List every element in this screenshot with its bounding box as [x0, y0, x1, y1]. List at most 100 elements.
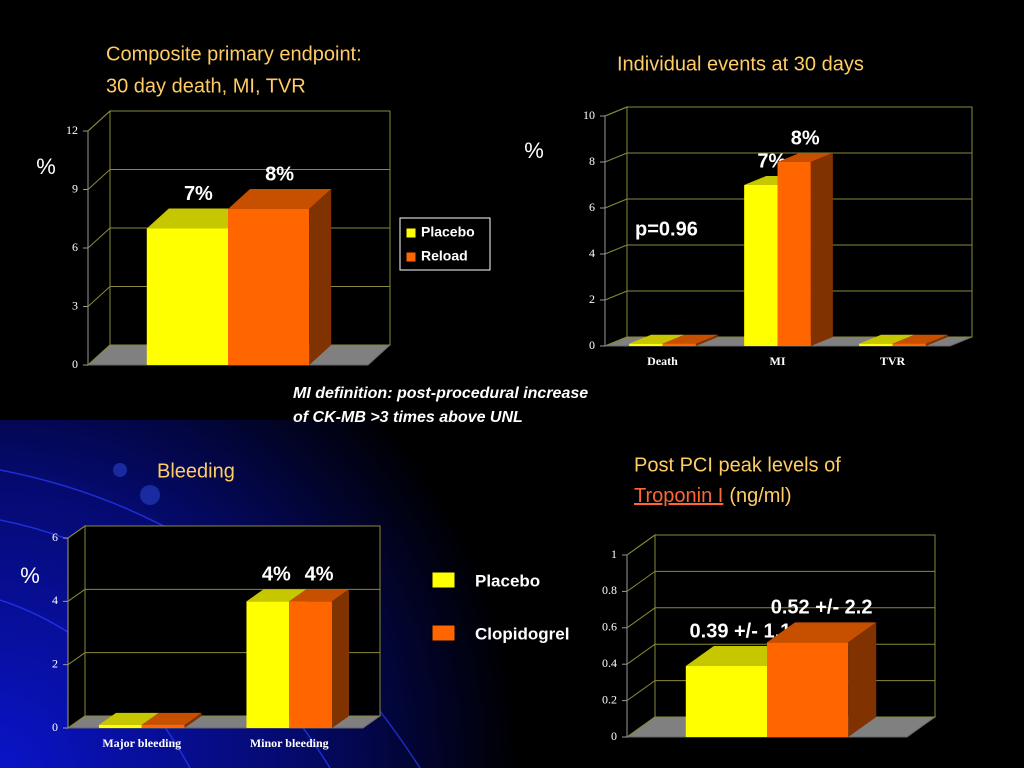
y-tick-label: 12	[66, 123, 78, 137]
bar-side	[332, 589, 350, 728]
y-tick-label: 6	[589, 200, 595, 214]
bar-top	[98, 712, 159, 725]
grid-line	[626, 607, 656, 629]
title-link[interactable]: Troponin I	[634, 485, 723, 507]
side-wall	[626, 534, 656, 738]
data-label: 8%	[265, 163, 294, 185]
data-label: 0.39 +/- 1.1	[690, 620, 792, 642]
annotation: p=0.96	[635, 218, 698, 240]
bar-top	[146, 208, 250, 229]
y-tick-label: 4	[589, 246, 595, 260]
chart-title: 30 day death, MI, TVR	[106, 75, 306, 97]
x-tick-label: MI	[770, 354, 786, 368]
y-axis-label: %	[20, 563, 40, 588]
y-axis-label: %	[524, 138, 544, 163]
y-tick-label: 6	[72, 240, 78, 254]
legend-swatch	[431, 624, 456, 642]
y-tick-label: 6	[52, 530, 58, 544]
bar-front	[228, 209, 310, 365]
legend-swatch	[431, 571, 456, 589]
legend-label: Reload	[421, 248, 468, 264]
bar-side	[925, 334, 948, 346]
y-tick-label: 2	[589, 292, 595, 306]
grid-line	[604, 152, 628, 163]
grid-line	[604, 290, 628, 301]
data-label: 4%	[262, 564, 291, 586]
x-tick-label: Death	[647, 354, 678, 368]
grid-line	[604, 244, 628, 255]
grid-line	[67, 525, 86, 539]
y-tick-label: 0	[589, 338, 595, 352]
bar-front	[141, 724, 185, 728]
grid-line	[626, 643, 656, 665]
grid-line	[626, 570, 656, 592]
y-tick-label: 0.4	[602, 656, 617, 670]
bar-front	[629, 343, 663, 346]
decor-dot	[113, 463, 127, 477]
decor-dot	[140, 485, 160, 505]
y-tick-label: 0.2	[602, 692, 617, 706]
grid-line	[67, 652, 86, 666]
grid-line	[604, 336, 628, 347]
chart-title: Troponin I (ng/ml)	[634, 485, 792, 507]
grid-line	[87, 110, 111, 132]
x-tick-label: Major bleeding	[102, 736, 181, 750]
grid-line	[604, 198, 628, 209]
title-unit: (ng/ml)	[729, 485, 791, 507]
chart-title: Post PCI peak levels of	[634, 454, 841, 476]
bar-side	[848, 622, 877, 737]
grid-line	[67, 715, 86, 729]
bar-side	[810, 153, 833, 346]
bar-front	[146, 228, 228, 365]
bar-top	[289, 589, 350, 602]
legend-swatch	[405, 251, 417, 263]
bar-front	[859, 343, 893, 346]
bar-front	[777, 162, 811, 346]
chart-title: Bleeding	[157, 460, 235, 482]
chart-title: Composite primary endpoint:	[106, 43, 362, 65]
y-tick-label: 2	[52, 656, 58, 670]
data-label: 7%	[184, 183, 213, 205]
grid-line	[87, 227, 111, 249]
x-tick-label: TVR	[880, 354, 906, 368]
y-tick-label: 0	[611, 729, 617, 743]
bar-top	[892, 334, 948, 344]
bar-front	[662, 343, 696, 346]
bar-top	[246, 589, 307, 602]
y-tick-label: 0.6	[602, 620, 617, 634]
grid-line	[87, 286, 111, 307]
bar-front	[892, 343, 926, 346]
bar-top	[662, 334, 718, 344]
chart-title: Individual events at 30 days	[617, 53, 864, 75]
bar-front	[289, 601, 333, 728]
bar-side	[309, 189, 332, 365]
y-tick-label: 3	[72, 298, 78, 312]
bar-front	[744, 185, 778, 346]
y-tick-label: 1	[611, 547, 617, 561]
bar-top	[767, 622, 877, 643]
side-wall	[604, 106, 628, 347]
bar-front	[685, 666, 767, 737]
bar-side	[184, 712, 202, 728]
legend-label: Placebo	[421, 224, 475, 240]
y-tick-label: 0	[52, 720, 58, 734]
y-tick-label: 0	[72, 357, 78, 371]
grid-line	[626, 716, 656, 738]
grid-line	[626, 680, 656, 702]
x-tick-label: Minor bleeding	[250, 736, 329, 750]
legend-swatch	[405, 227, 417, 239]
y-tick-label: 9	[72, 181, 78, 195]
y-axis-label: %	[36, 154, 56, 179]
grid-line	[67, 588, 86, 602]
bar-front	[98, 724, 142, 728]
y-tick-label: 4	[52, 593, 58, 607]
bar-top	[859, 334, 915, 344]
grid-line	[626, 534, 656, 556]
bar-front	[767, 642, 849, 737]
grid-line	[87, 344, 111, 366]
note: of CK-MB >3 times above UNL	[293, 409, 523, 426]
y-tick-label: 10	[583, 108, 595, 122]
bar-top	[228, 189, 332, 209]
side-wall	[67, 525, 86, 729]
